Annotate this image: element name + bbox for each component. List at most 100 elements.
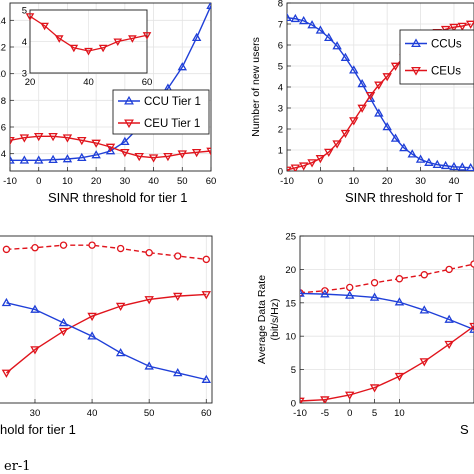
data-point	[394, 372, 405, 382]
data-point	[424, 157, 434, 166]
data-point	[206, 3, 211, 10]
data-point	[444, 340, 454, 350]
data-point	[344, 391, 355, 400]
y-tick-label: 14	[0, 16, 6, 27]
data-point	[432, 159, 442, 169]
y-tick-label: 25	[285, 232, 296, 243]
y-tick-label: 8	[278, 0, 283, 10]
data-point	[340, 129, 351, 139]
x-tick-label: 40	[87, 408, 98, 419]
data-point	[444, 314, 454, 323]
data-point	[332, 41, 342, 50]
y-tick-label: 0	[291, 399, 296, 410]
data-point	[77, 136, 87, 146]
data-point	[19, 134, 30, 143]
data-point	[395, 275, 404, 283]
y-tick-label: 20	[285, 265, 296, 276]
data-point	[445, 265, 453, 274]
x-tick-label: 5	[372, 408, 377, 419]
x-tick-label: 0	[318, 176, 323, 187]
data-point	[320, 396, 330, 403]
data-point	[300, 397, 305, 403]
x-axis-label: SINR threshold for tier 1	[48, 190, 187, 205]
data-point	[320, 289, 330, 298]
inset-y-tick-label: 3	[22, 69, 27, 80]
data-point	[287, 12, 292, 22]
data-point	[382, 73, 392, 82]
y-tick-label: 15	[285, 298, 296, 309]
data-point	[144, 361, 154, 370]
y-tick-label: 6	[278, 41, 283, 52]
legend-marker	[124, 119, 134, 129]
x-axis-label: hold for tier 1	[0, 422, 76, 437]
data-point	[31, 243, 39, 252]
x-tick-label: 50	[177, 176, 188, 187]
y-tick-label: 10	[285, 332, 296, 343]
data-point	[449, 23, 459, 33]
data-point	[349, 117, 359, 126]
series-layer	[300, 260, 474, 403]
data-point	[58, 327, 69, 337]
y-tick-label: 8	[1, 96, 6, 107]
data-point	[369, 384, 380, 393]
data-point	[465, 20, 474, 29]
y-tick-label: 12	[0, 43, 6, 54]
series-layer	[1, 241, 212, 383]
x-tick-label: 40	[449, 176, 460, 187]
y-tick-label: 4	[1, 149, 6, 160]
data-point	[1, 297, 12, 307]
y-tick-label: 5	[278, 62, 283, 73]
y-tick-label: 3	[278, 104, 283, 115]
x-tick-label: -10	[280, 176, 294, 187]
series-line	[10, 135, 211, 159]
data-point	[191, 148, 202, 158]
y-tick-label: 2	[278, 125, 283, 136]
x-tick-label: 0	[36, 176, 41, 187]
inset-x-tick-label: 20	[25, 77, 36, 88]
x-axis-label: SINR threshold for T	[345, 190, 463, 205]
data-point	[340, 52, 351, 61]
x-tick-label: 10	[348, 176, 359, 187]
inset-series-line	[29, 15, 148, 52]
data-point	[324, 32, 334, 41]
chart-bottom-left: 30 40 50 60 hold for tier 1	[0, 235, 213, 437]
inset-y-tick-label: 5	[22, 6, 27, 17]
x-tick-label: 40	[148, 176, 159, 187]
inset-frame-border	[29, 9, 148, 74]
data-point	[87, 312, 97, 322]
data-point	[469, 324, 474, 333]
data-point	[374, 108, 384, 117]
y-tick-label: 4	[278, 83, 283, 94]
series-line	[6, 302, 207, 381]
legend-marker	[411, 38, 421, 47]
data-point	[145, 248, 153, 257]
x-tick-label: 60	[206, 176, 217, 187]
legend-label: CCU Tier 1	[144, 96, 201, 108]
data-point	[349, 65, 359, 74]
series-line	[5, 293, 207, 374]
data-point	[201, 374, 212, 383]
legend-label: CEU Tier 1	[144, 118, 200, 130]
data-point	[134, 152, 144, 162]
x-tick-label: -10	[293, 408, 307, 419]
y-tick-label: 1	[278, 146, 283, 157]
data-point	[120, 136, 130, 146]
legend-top-right: CCUs CEUs	[399, 29, 474, 85]
data-point	[390, 62, 401, 71]
data-point	[469, 322, 474, 332]
data-point	[115, 347, 126, 357]
inset-data-point	[142, 32, 152, 40]
data-point	[30, 304, 40, 313]
data-point	[177, 150, 188, 159]
data-point	[287, 166, 292, 171]
y-tick-label: 5	[291, 365, 296, 376]
x-tick-label: 10	[62, 176, 73, 187]
data-point	[415, 154, 426, 163]
y-axis-label: Number of new users	[250, 37, 262, 137]
data-point	[407, 149, 417, 158]
inset-data-point	[84, 47, 93, 56]
x-tick-label: -10	[3, 176, 17, 187]
data-point	[91, 150, 101, 159]
